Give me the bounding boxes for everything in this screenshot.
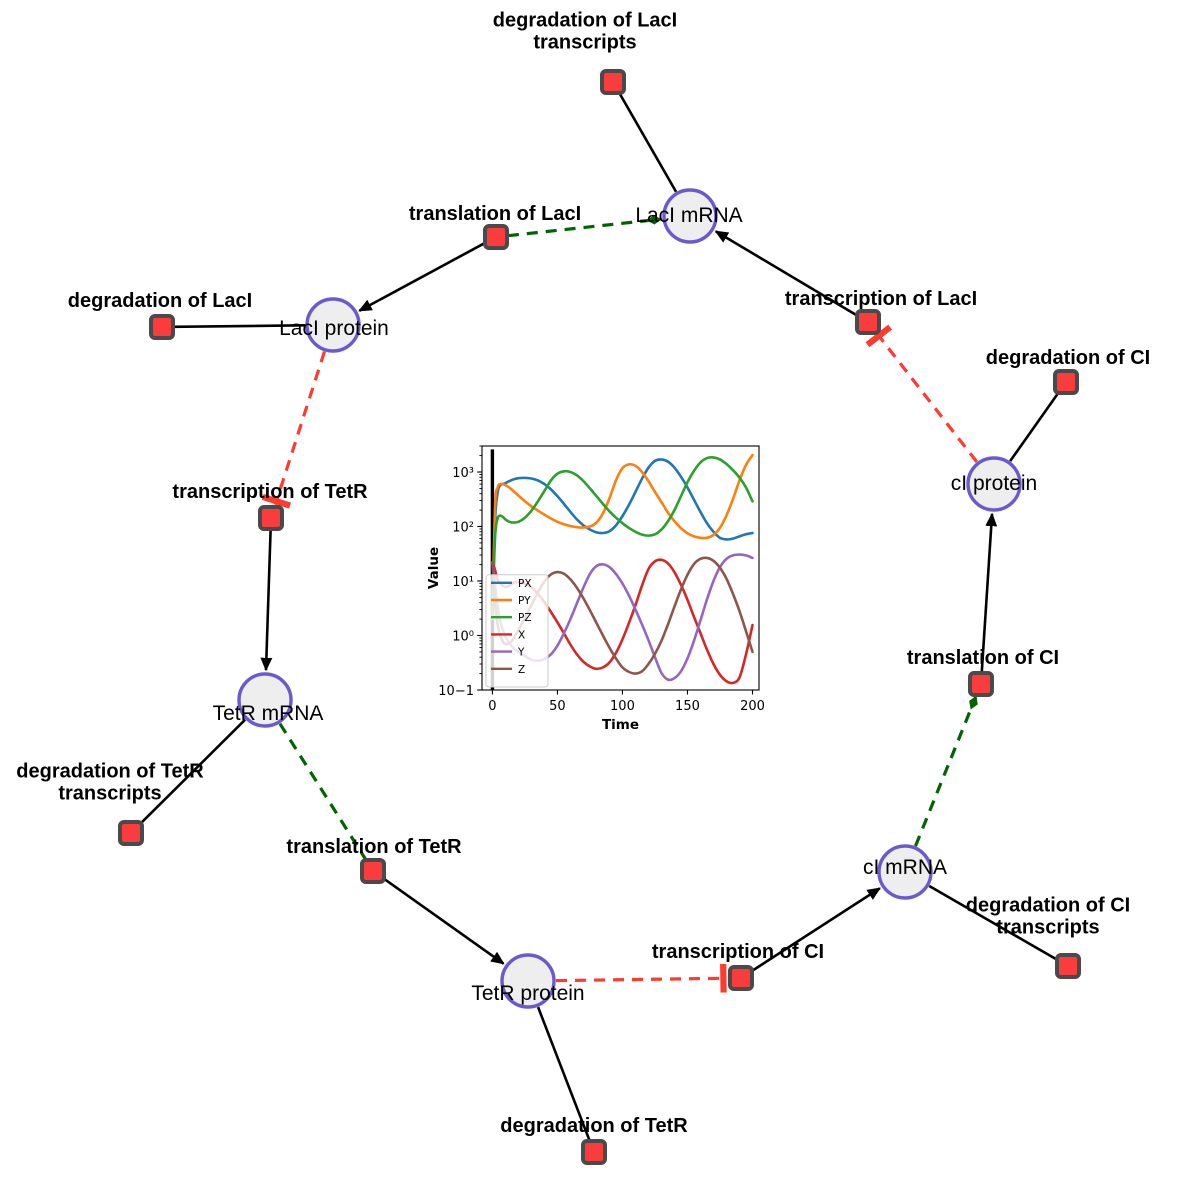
reaction-node-deg_tetr[interactable] xyxy=(581,1139,607,1165)
x-tick-label: 50 xyxy=(549,699,566,714)
reaction-square[interactable] xyxy=(360,858,386,884)
reaction-node-deg_ci[interactable] xyxy=(1053,369,1079,395)
legend-label-Y: Y xyxy=(517,647,525,659)
legend-label-PY: PY xyxy=(518,595,531,607)
species-node-tetr_protein[interactable] xyxy=(500,953,556,1009)
edge-inhibition xyxy=(261,351,326,509)
reaction-square[interactable] xyxy=(581,1139,607,1165)
reaction-square[interactable] xyxy=(600,69,626,95)
node-layer xyxy=(118,69,1081,1165)
edge-catalysis xyxy=(507,215,662,238)
edge-reaction xyxy=(928,884,1059,962)
series-line-PY xyxy=(491,453,754,621)
species-circle[interactable] xyxy=(305,297,361,353)
edge-reaction xyxy=(980,512,998,673)
edge-reaction xyxy=(358,241,487,312)
species-circle[interactable] xyxy=(966,456,1022,512)
reaction-square[interactable] xyxy=(149,314,175,340)
species-node-ci_mrna[interactable] xyxy=(877,844,933,900)
edge-reaction xyxy=(750,887,881,973)
edge-reaction xyxy=(173,324,306,329)
x-tick-label: 0 xyxy=(488,699,496,714)
legend-box xyxy=(485,574,549,688)
x-tick-label: 100 xyxy=(610,699,635,714)
reaction-node-translation_tetr[interactable] xyxy=(360,858,386,884)
series-line-PZ xyxy=(491,456,754,621)
edge-reaction xyxy=(617,91,678,193)
edge-catalysis xyxy=(278,722,368,862)
reaction-node-deg_ci_transcripts[interactable] xyxy=(1055,953,1081,979)
reaction-square[interactable] xyxy=(1053,369,1079,395)
y-tick-label: 10⁰ xyxy=(452,630,474,645)
edge-inhibition xyxy=(865,324,979,463)
edge-reaction xyxy=(260,529,273,672)
reaction-square[interactable] xyxy=(855,309,881,335)
y-tick-label: 10² xyxy=(452,521,474,536)
species-circle[interactable] xyxy=(877,844,933,900)
reaction-square[interactable] xyxy=(1055,953,1081,979)
legend-label-X: X xyxy=(518,629,525,641)
edge-reaction xyxy=(382,876,505,965)
species-node-tetr_mrna[interactable] xyxy=(237,672,293,728)
reaction-node-translation_ci[interactable] xyxy=(968,671,994,697)
y-tick-label: 10−1 xyxy=(438,684,474,699)
x-tick-label: 150 xyxy=(675,699,700,714)
reaction-node-deg_laci[interactable] xyxy=(149,314,175,340)
species-node-laci_protein[interactable] xyxy=(305,297,361,353)
legend-label-Z: Z xyxy=(518,664,525,676)
y-tick-label: 10¹ xyxy=(452,575,474,590)
timeseries-inset-plot: 10−1 10⁰ 10¹ 10² 10³ 0 50 100 150 200 Time Value PX P… xyxy=(420,437,775,755)
legend-label-PZ: PZ xyxy=(518,612,532,624)
edge-catalysis xyxy=(914,695,978,847)
reaction-node-deg_laci_transcripts[interactable] xyxy=(600,69,626,95)
reaction-node-transcription_laci[interactable] xyxy=(855,309,881,335)
x-axis-label: Time xyxy=(602,717,639,733)
species-circle[interactable] xyxy=(662,188,718,244)
edge-reaction xyxy=(1009,391,1061,462)
species-circle[interactable] xyxy=(500,953,556,1009)
edge-reaction xyxy=(714,230,859,317)
edge-reaction xyxy=(536,1006,591,1142)
reaction-square[interactable] xyxy=(483,224,509,250)
reaction-node-transcription_ci[interactable] xyxy=(728,965,754,991)
y-tick-label: 10³ xyxy=(452,466,474,481)
reaction-square[interactable] xyxy=(728,965,754,991)
species-node-ci_protein[interactable] xyxy=(966,456,1022,512)
edge-layer xyxy=(138,91,1061,1142)
reaction-node-transcription_tetr[interactable] xyxy=(258,505,284,531)
edge-reaction xyxy=(138,718,247,826)
edge-inhibition xyxy=(555,963,728,993)
species-circle[interactable] xyxy=(237,672,293,728)
reaction-node-deg_tetr_transcripts[interactable] xyxy=(118,820,144,846)
legend-label-PX: PX xyxy=(518,578,532,590)
series-line-PX xyxy=(491,458,754,621)
species-node-laci_mrna[interactable] xyxy=(662,188,718,244)
reaction-node-translation_laci[interactable] xyxy=(483,224,509,250)
reaction-square[interactable] xyxy=(258,505,284,531)
plot-legend: PX PY PZ XYZ xyxy=(485,574,549,688)
reaction-square[interactable] xyxy=(118,820,144,846)
x-tick-label: 200 xyxy=(740,699,765,714)
y-axis-label: Value xyxy=(426,547,442,589)
reaction-square[interactable] xyxy=(968,671,994,697)
